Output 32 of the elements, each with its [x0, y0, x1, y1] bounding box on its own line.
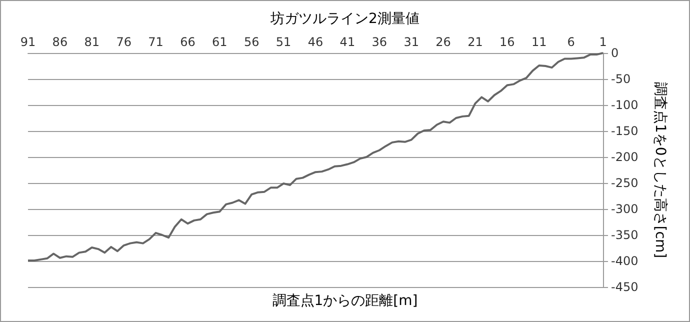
- x-tick-label: 1: [599, 35, 607, 49]
- x-tick-label: 71: [148, 35, 164, 49]
- x-tick-label: 56: [244, 35, 260, 49]
- y-tick-label: -350: [611, 228, 638, 242]
- x-tick-label: 76: [116, 35, 132, 49]
- x-tick-label: 11: [531, 35, 547, 49]
- y-axis-title: 調査点1を0とした高さ[cm]: [652, 82, 668, 258]
- x-tick-label: 46: [308, 35, 324, 49]
- y-tick-label: -150: [611, 124, 638, 138]
- x-tick-label: 16: [500, 35, 515, 49]
- y-tick-label: 0: [611, 46, 619, 60]
- y-tick-label: -450: [611, 280, 638, 294]
- x-tick-label: 66: [180, 35, 196, 49]
- y-tick-label: -50: [611, 72, 631, 86]
- x-tick-label: 91: [20, 35, 36, 49]
- x-tick-label: 36: [372, 35, 388, 49]
- x-tick-label: 51: [276, 35, 292, 49]
- x-axis-title: 調査点1からの距離[m]: [272, 293, 418, 309]
- y-tick-label: -400: [611, 254, 638, 268]
- x-tick-label: 41: [340, 35, 356, 49]
- x-tick-label: 61: [212, 35, 228, 49]
- x-tick-label: 6: [567, 35, 575, 49]
- chart-title: 坊ガツルライン2測量値: [270, 11, 420, 27]
- y-tick-label: -250: [611, 176, 638, 190]
- y-tick-label: -100: [611, 98, 638, 112]
- y-tick-label: -200: [611, 150, 638, 164]
- x-tick-label: 26: [436, 35, 451, 49]
- y-tick-label: -300: [611, 202, 638, 216]
- x-tick-label: 81: [84, 35, 100, 49]
- x-tick-label: 31: [404, 35, 419, 49]
- x-tick-label: 21: [468, 35, 483, 49]
- x-tick-label: 86: [52, 35, 68, 49]
